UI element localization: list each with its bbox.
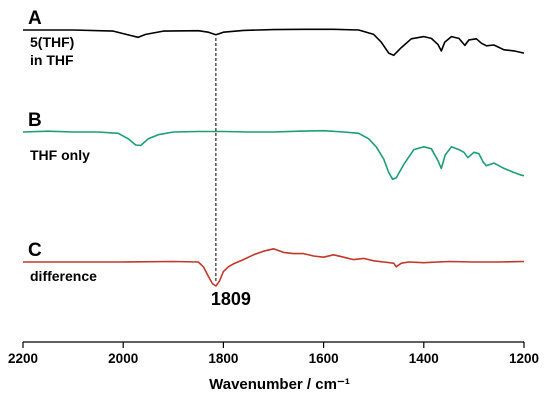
panel-label-b-line-1: THF only [30,147,90,163]
peak-annotation: 1809 [211,289,251,309]
x-axis-ticks: 2200 2000 1800 1600 1400 1200 [8,342,539,366]
panel-label-a-line-1: 5(THF) [30,34,74,50]
x-axis-label: Wavenumber / cm⁻¹ [209,376,350,393]
panel-label-a-line-2: in THF [30,52,74,68]
x-tick-label-1800: 1800 [208,351,238,366]
panel-letter-a: A [28,8,42,29]
x-tick-label-1200: 1200 [509,351,539,366]
panel-a: A 5(THF) in THF [23,8,525,68]
x-tick-label-1600: 1600 [309,351,339,366]
x-tick-label-1400: 1400 [409,351,439,366]
spectrum-line-c [23,248,525,287]
panel-label-c-line-1: difference [30,268,97,284]
x-axis: 2200 2000 1800 1600 1400 1200 Wavenumber / cm… [8,341,539,393]
panel-letter-b: B [28,110,42,131]
spectrum-line-b [22,129,525,181]
panel-b: B THF only [22,110,525,181]
x-tick-label-2000: 2000 [108,351,138,366]
panel-letter-c: C [28,240,42,261]
x-tick-label-2200: 2200 [8,351,38,366]
spectrum-line-a [23,28,525,57]
